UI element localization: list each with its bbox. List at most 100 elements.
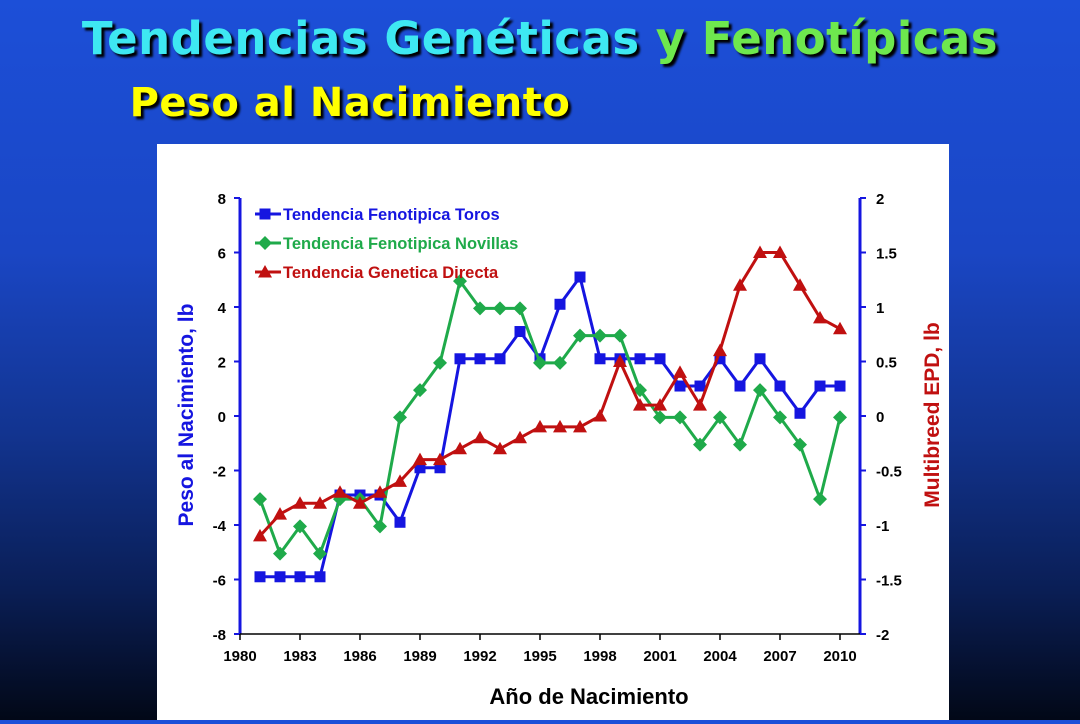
- data-point-square: [394, 516, 406, 528]
- data-point-triangle: [613, 354, 627, 367]
- data-point-diamond: [473, 301, 487, 316]
- data-point-diamond: [673, 410, 687, 425]
- y-right-tick-label: -0.5: [876, 464, 902, 481]
- y-left-tick-label: -8: [213, 627, 226, 644]
- data-point-diamond: [553, 355, 567, 370]
- series-line-diamond: [258, 279, 842, 556]
- x-tick-label: 1986: [343, 648, 376, 665]
- data-point-square: [654, 353, 666, 365]
- data-point-square: [834, 380, 846, 392]
- x-tick-label: 1992: [463, 648, 496, 665]
- data-point-triangle: [713, 343, 727, 357]
- data-point-triangle: [453, 441, 467, 455]
- data-point-diamond: [713, 410, 727, 425]
- y-left-tick-label: -6: [213, 573, 226, 590]
- data-point-triangle: [553, 419, 567, 433]
- data-point-triangle: [573, 419, 587, 433]
- data-point-square: [714, 353, 726, 365]
- y-left-tick-label: -4: [213, 518, 227, 535]
- chart: -8 -6 -4 -2 0 2 4 6 8 -2 -1.5 -1 -0.5 0 0.5 1 1.5 2 1980 19…: [175, 191, 944, 709]
- data-point-square: [514, 326, 526, 338]
- y-left-tick-label: -2: [213, 464, 226, 481]
- data-point-diamond: [653, 410, 667, 425]
- data-point-diamond: [413, 383, 427, 398]
- data-point-diamond: [433, 355, 447, 370]
- data-point-square: [774, 380, 786, 392]
- data-point-square: [754, 353, 766, 365]
- slide-subtitle: Peso al Nacimiento: [129, 80, 571, 126]
- legend-label: Tendencia Genetica Directa: [283, 264, 499, 282]
- data-point-square: [494, 353, 506, 365]
- x-tick-label: 1998: [583, 648, 616, 665]
- data-point-diamond: [313, 546, 327, 561]
- data-point-square: [314, 571, 326, 583]
- data-point-triangle: [753, 245, 767, 258]
- series-triangle: [253, 245, 847, 542]
- data-point-diamond: [733, 437, 747, 452]
- data-point-diamond: [493, 301, 507, 316]
- data-point-triangle: [273, 507, 287, 520]
- data-point-diamond: [833, 410, 847, 425]
- data-point-square: [794, 407, 806, 419]
- data-point-triangle: [793, 278, 807, 291]
- y-right-tick-label: 0: [876, 409, 884, 426]
- y-left-tick-label: 4: [218, 300, 227, 317]
- data-point-triangle: [533, 419, 547, 433]
- data-point-triangle: [333, 485, 347, 498]
- data-point-square: [274, 571, 286, 583]
- data-point-triangle: [833, 321, 847, 335]
- chart-axes: -8 -6 -4 -2 0 2 4 6 8 -2 -1.5 -1 -0.5 0 0.5 1 1.5 2 1980 19…: [213, 191, 902, 665]
- legend-marker: [258, 236, 272, 250]
- data-point-triangle: [513, 430, 527, 444]
- data-point-square: [694, 380, 706, 392]
- data-point-square: [254, 571, 266, 583]
- data-point-diamond: [453, 274, 467, 289]
- y-left-tick-label: 2: [218, 355, 226, 372]
- y-right-tick-label: 2: [876, 191, 884, 208]
- data-point-square: [594, 353, 606, 365]
- data-point-diamond: [393, 410, 407, 425]
- y-right-tick-label: -1.5: [876, 573, 902, 590]
- y-right-tick-label: 1: [876, 300, 884, 317]
- y-right-tick-label: -1: [876, 518, 889, 535]
- data-point-triangle: [253, 528, 267, 542]
- data-point-diamond: [373, 519, 387, 534]
- data-point-diamond: [613, 328, 627, 343]
- data-point-triangle: [813, 310, 827, 324]
- x-axis-label: Año de Nacimiento: [489, 684, 688, 709]
- legend-marker: [258, 265, 272, 278]
- y-right-tick-label: 1.5: [876, 246, 897, 263]
- data-point-triangle: [493, 441, 507, 455]
- x-tick-label: 2004: [703, 648, 737, 665]
- data-point-diamond: [253, 492, 267, 507]
- x-tick-label: 1995: [523, 648, 556, 665]
- data-point-triangle: [473, 430, 487, 444]
- data-point-diamond: [573, 328, 587, 343]
- data-point-diamond: [813, 492, 827, 507]
- x-tick-label: 2001: [643, 648, 676, 665]
- legend-label: Tendencia Fenotipica Toros: [283, 206, 500, 224]
- chart-legend: Tendencia Fenotipica Toros Tendencia Feno…: [255, 206, 518, 282]
- data-point-diamond: [293, 519, 307, 534]
- data-point-diamond: [273, 546, 287, 561]
- data-point-square: [434, 462, 446, 474]
- y-right-tick-label: -2: [876, 627, 889, 644]
- data-point-triangle: [693, 398, 707, 411]
- chart-panel: -8 -6 -4 -2 0 2 4 6 8 -2 -1.5 -1 -0.5 0 0.5 1 1.5 2 1980 19…: [157, 144, 949, 720]
- slide-title-part2: y Fenotípicas: [655, 12, 999, 65]
- data-point-triangle: [353, 496, 367, 509]
- data-point-diamond: [633, 383, 647, 398]
- series-diamond: [253, 274, 847, 561]
- data-point-triangle: [633, 398, 647, 411]
- x-tick-label: 2007: [763, 648, 796, 665]
- data-point-diamond: [513, 301, 527, 316]
- data-point-triangle: [373, 485, 387, 498]
- data-point-square: [674, 380, 686, 392]
- data-point-diamond: [793, 437, 807, 452]
- data-point-square: [414, 462, 426, 474]
- data-point-triangle: [413, 452, 427, 466]
- data-point-triangle: [393, 474, 407, 487]
- y-axis-label-left: Peso al Nacimiento, lb: [175, 304, 198, 527]
- data-point-diamond: [593, 328, 607, 343]
- data-point-square: [474, 353, 486, 365]
